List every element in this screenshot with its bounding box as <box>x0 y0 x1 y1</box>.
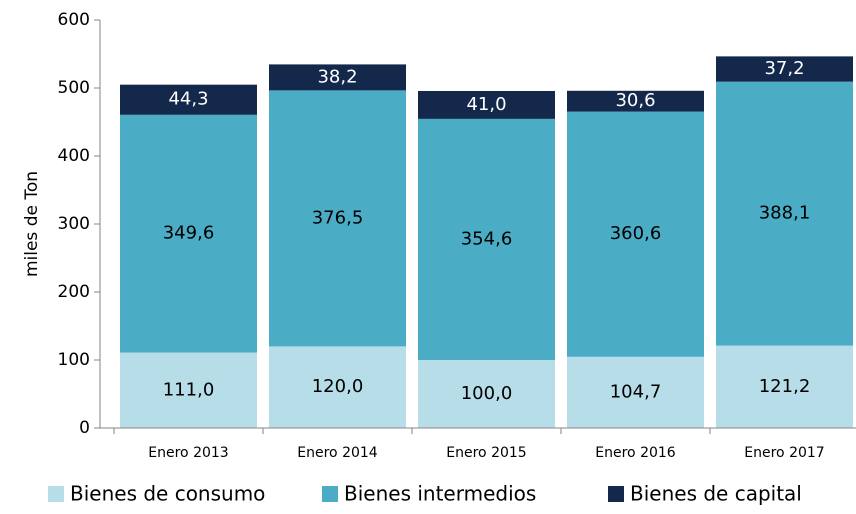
bar-segment <box>418 90 555 119</box>
bar-segment <box>269 90 406 347</box>
bar-segment <box>567 111 704 357</box>
bar-segment <box>716 345 853 428</box>
x-tick-label: Enero 2016 <box>595 445 676 461</box>
value-label: 120,0 <box>312 376 364 397</box>
bar-segment <box>716 56 853 82</box>
y-tick-label: 400 <box>58 146 90 166</box>
value-label: 37,2 <box>764 58 804 79</box>
value-label: 111,0 <box>163 379 215 400</box>
bar-segment <box>269 64 406 91</box>
y-tick-label: 200 <box>58 282 90 302</box>
legend-swatch <box>322 486 338 502</box>
y-tick-label: 100 <box>58 350 90 370</box>
value-label: 104,7 <box>610 381 662 402</box>
legend-swatch <box>608 486 624 502</box>
value-label: 354,6 <box>461 228 513 249</box>
bar-segment <box>418 360 555 428</box>
bar-segment <box>567 90 704 112</box>
y-tick-label: 500 <box>58 78 90 98</box>
x-tick-label: Enero 2015 <box>446 445 526 461</box>
bar-segment <box>716 81 853 346</box>
value-label: 349,6 <box>163 223 215 244</box>
bar-segment <box>418 118 555 360</box>
legend-label: Bienes de capital <box>630 482 802 506</box>
value-label: 360,6 <box>610 223 662 244</box>
bar-segment <box>269 346 406 428</box>
legend-label: Bienes intermedios <box>344 482 536 506</box>
value-label: 121,2 <box>759 376 811 397</box>
y-tick-label: 0 <box>79 418 90 438</box>
value-label: 41,0 <box>466 94 506 115</box>
x-tick-label: Enero 2014 <box>297 445 378 461</box>
value-label: 100,0 <box>461 383 513 404</box>
legend-label: Bienes de consumo <box>70 482 265 506</box>
x-tick-label: Enero 2017 <box>744 445 824 461</box>
bar-segment <box>120 84 257 115</box>
value-label: 30,6 <box>615 90 655 111</box>
value-label: 44,3 <box>168 89 208 110</box>
y-tick-label: 600 <box>58 10 90 30</box>
bar-segment <box>120 352 257 428</box>
x-tick-label: Enero 2013 <box>148 445 228 461</box>
value-label: 388,1 <box>759 203 811 224</box>
bar-segment <box>567 356 704 428</box>
y-tick-label: 300 <box>58 214 90 234</box>
bar-segment <box>120 114 257 353</box>
legend-swatch <box>48 486 64 502</box>
value-label: 376,5 <box>312 207 364 228</box>
value-label: 38,2 <box>317 66 357 87</box>
y-axis-label: miles de Ton <box>22 171 42 277</box>
